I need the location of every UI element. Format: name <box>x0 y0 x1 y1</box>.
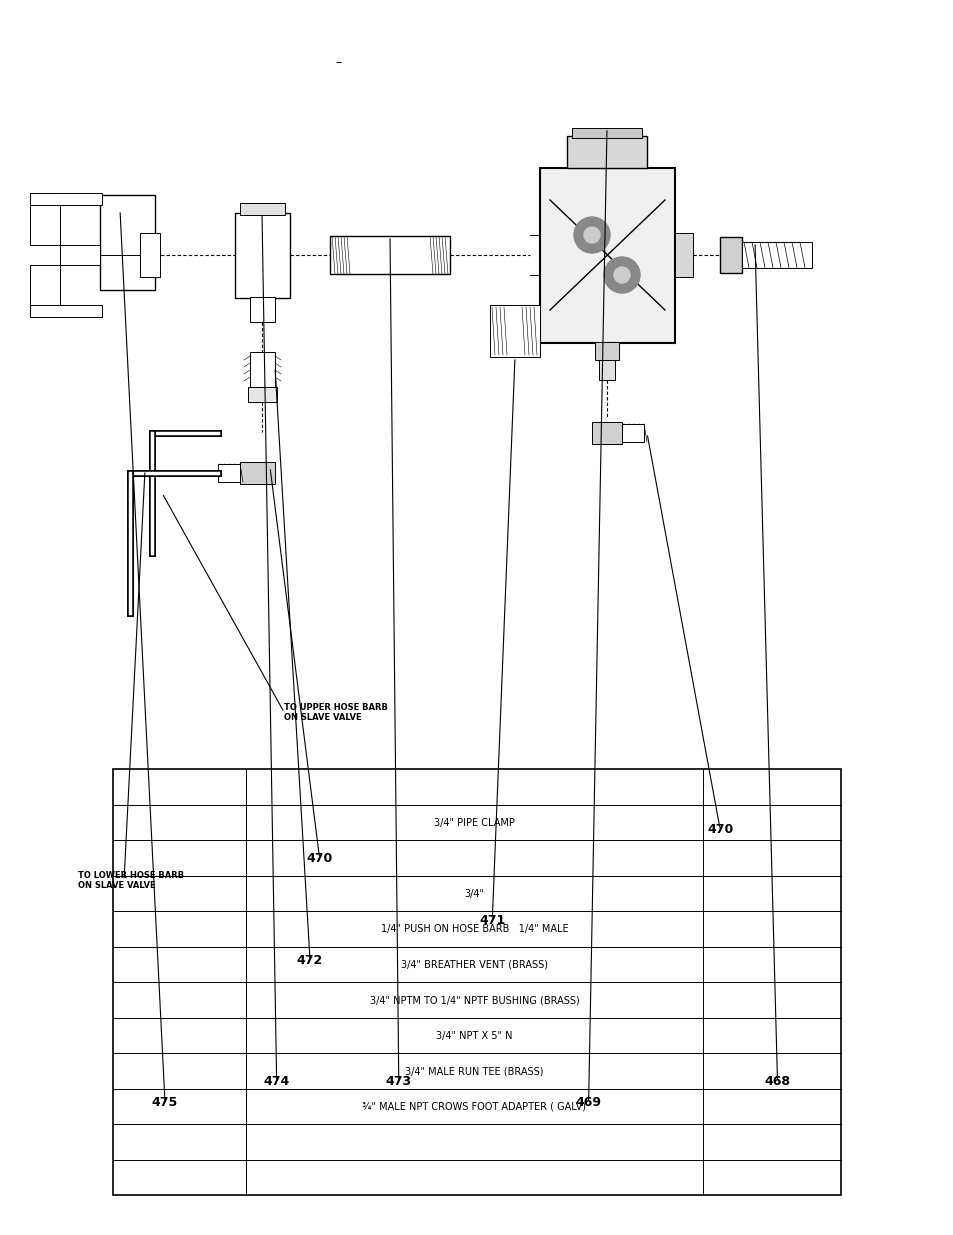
Circle shape <box>583 227 599 243</box>
Text: 3/4" NPTM TO 1/4" NPTF BUSHING (BRASS): 3/4" NPTM TO 1/4" NPTF BUSHING (BRASS) <box>369 995 578 1005</box>
Bar <box>250 352 274 387</box>
Bar <box>250 296 274 322</box>
Text: 472: 472 <box>296 955 323 967</box>
Bar <box>240 462 274 484</box>
Bar <box>30 193 102 205</box>
Bar <box>234 212 290 298</box>
Bar <box>140 233 160 277</box>
Bar <box>741 242 811 268</box>
Text: TO UPPER HOSE BARB
ON SLAVE VALVE: TO UPPER HOSE BARB ON SLAVE VALVE <box>284 703 388 722</box>
Bar <box>592 422 621 445</box>
Bar <box>621 424 643 442</box>
Text: 469: 469 <box>575 1097 601 1109</box>
Bar <box>30 193 60 245</box>
Text: 474: 474 <box>263 1076 290 1088</box>
Bar <box>30 305 102 317</box>
Text: –: – <box>335 57 341 69</box>
Bar <box>572 128 641 138</box>
Bar <box>218 464 240 482</box>
Text: ¾" MALE NPT CROWS FOOT ADAPTER ( GALV): ¾" MALE NPT CROWS FOOT ADAPTER ( GALV) <box>362 1102 586 1112</box>
Text: 468: 468 <box>763 1076 790 1088</box>
Text: 3/4" PIPE CLAMP: 3/4" PIPE CLAMP <box>434 818 515 827</box>
Bar <box>490 305 539 357</box>
Bar <box>675 233 692 277</box>
Bar <box>30 266 60 317</box>
Text: 473: 473 <box>385 1076 412 1088</box>
Bar <box>330 236 450 274</box>
Bar <box>248 387 276 403</box>
Bar <box>720 237 741 273</box>
Bar <box>112 769 841 1195</box>
Text: 470: 470 <box>706 824 733 836</box>
Bar <box>595 342 618 359</box>
Bar <box>60 245 100 266</box>
Text: 3/4" NPT X 5" N: 3/4" NPT X 5" N <box>436 1031 512 1041</box>
Circle shape <box>614 267 629 283</box>
Text: 3/4" MALE RUN TEE (BRASS): 3/4" MALE RUN TEE (BRASS) <box>405 1066 543 1076</box>
Text: 3/4" BREATHER VENT (BRASS): 3/4" BREATHER VENT (BRASS) <box>400 960 547 969</box>
Bar <box>598 359 615 380</box>
Text: TO LOWER HOSE BARB
ON SLAVE VALVE: TO LOWER HOSE BARB ON SLAVE VALVE <box>78 871 184 890</box>
Text: 475: 475 <box>152 1097 178 1109</box>
Text: 470: 470 <box>306 852 333 864</box>
Bar <box>539 168 675 343</box>
Circle shape <box>603 257 639 293</box>
Text: 1/4" PUSH ON HOSE BARB   1/4" MALE: 1/4" PUSH ON HOSE BARB 1/4" MALE <box>380 924 568 934</box>
Text: 3/4": 3/4" <box>464 889 484 899</box>
Text: 471: 471 <box>478 914 505 926</box>
Bar <box>240 203 285 215</box>
Bar <box>100 195 154 290</box>
Bar <box>566 136 646 168</box>
Circle shape <box>574 217 609 253</box>
